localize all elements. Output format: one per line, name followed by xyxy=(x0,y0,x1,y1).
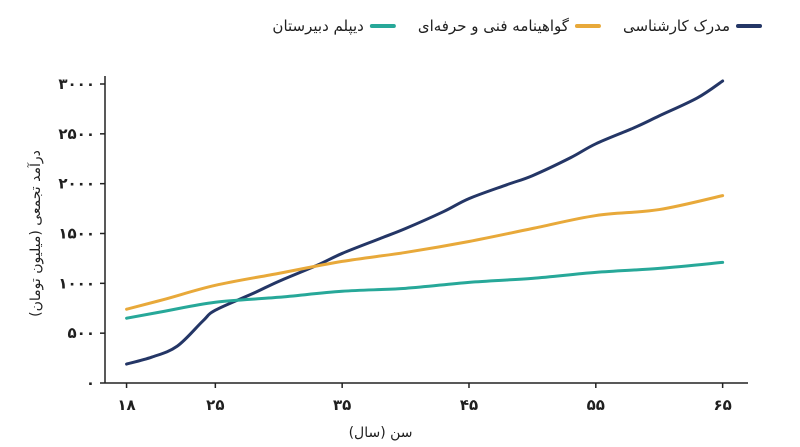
x-tick-label: ۱۸ xyxy=(117,396,135,414)
series-line-1 xyxy=(125,79,725,366)
y-tick-label: ۵۰۰ xyxy=(68,324,95,342)
legend-label-1: مدرک کارشناسی xyxy=(623,17,730,35)
x-tick-label: ۴۵ xyxy=(460,396,478,414)
legend-label-2: گواهینامه فنی و حرفه‌ای xyxy=(418,17,570,35)
x-axis-label: سن (سال) xyxy=(349,425,413,441)
legend-label-3: دیپلم دبیرستان xyxy=(272,17,363,36)
y-tick-label: ۲۵۰۰ xyxy=(58,125,95,143)
x-tick-label: ۳۵ xyxy=(333,396,351,414)
y-tick-label: ۲۰۰۰ xyxy=(58,175,95,193)
x-tick-label: ۵۵ xyxy=(587,396,605,414)
series-line-3 xyxy=(125,260,725,320)
x-tick-label: ۲۵ xyxy=(206,396,224,414)
y-ticks: ۰ ۵۰۰ ۱۰۰۰ ۱۵۰۰ ۲۰۰۰ ۲۵۰۰ ۳۰۰۰ xyxy=(58,75,105,392)
y-tick-label: ۳۰۰۰ xyxy=(58,75,95,93)
y-tick-label: ۰ xyxy=(86,374,95,392)
x-ticks: ۱۸ ۲۵ ۳۵ ۴۵ ۵۵ ۶۵ xyxy=(117,383,732,414)
y-tick-label: ۱۰۰۰ xyxy=(58,274,95,292)
y-tick-label: ۱۵۰۰ xyxy=(58,225,95,243)
y-axis-label: درآمد تجمعی (میلیون تومان) xyxy=(27,150,44,317)
series-group xyxy=(125,79,725,366)
series-line-2 xyxy=(125,194,725,311)
x-tick-label: ۶۵ xyxy=(713,396,731,414)
axes xyxy=(104,76,748,384)
legend: مدرک کارشناسی گواهینامه فنی و حرفه‌ای دیپل… xyxy=(272,17,762,36)
